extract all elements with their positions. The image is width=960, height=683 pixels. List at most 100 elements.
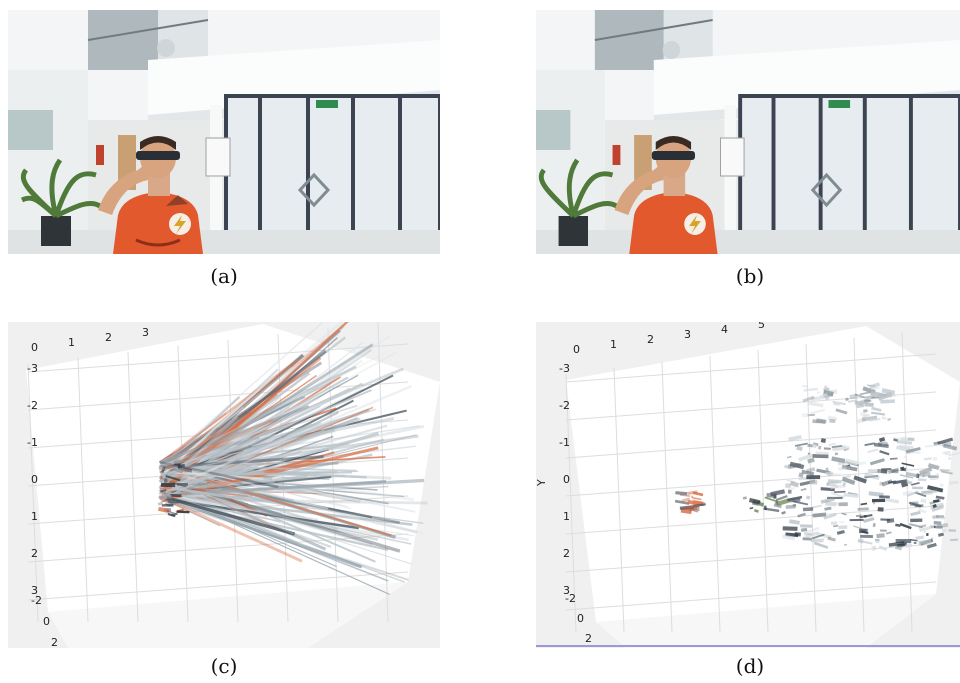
panel-b: (b) xyxy=(536,10,960,288)
grid-line xyxy=(127,351,139,623)
point-cluster xyxy=(161,466,166,471)
point-cluster xyxy=(802,395,815,403)
point-cluster xyxy=(794,442,808,447)
point-cluster xyxy=(919,525,935,533)
point-cluster xyxy=(789,519,800,525)
point-cluster xyxy=(857,507,869,511)
point-cluster xyxy=(835,408,848,415)
point-cluster xyxy=(880,529,887,532)
point-cluster xyxy=(900,481,909,488)
point-cluster xyxy=(894,544,903,551)
point-cluster xyxy=(937,437,954,445)
caption-c: (c) xyxy=(210,654,238,678)
plot_c-x-tick: 1 xyxy=(68,336,75,349)
grid-line xyxy=(77,357,89,623)
plot_d-x-tick: 0 xyxy=(573,343,580,356)
point-cluster xyxy=(913,541,917,545)
point-cluster xyxy=(763,507,780,513)
point-cluster xyxy=(939,469,950,472)
point-streak xyxy=(160,406,245,466)
photo-a xyxy=(8,10,440,254)
person xyxy=(614,136,718,254)
scene-b xyxy=(536,10,960,254)
point-cluster xyxy=(909,523,923,529)
plot-d: 0 1 2 3 4 5 -3 -2 -1 0 1 2 3 -2 0 2 Y xyxy=(536,322,960,648)
point-cluster xyxy=(774,501,778,505)
point-cluster xyxy=(830,491,845,499)
point-cluster xyxy=(902,490,913,496)
point-cluster xyxy=(876,533,885,539)
point-streak xyxy=(166,349,327,476)
point-streak xyxy=(161,370,400,474)
point-cluster xyxy=(887,480,897,484)
point-cluster xyxy=(843,493,859,498)
point-streak xyxy=(162,387,351,478)
point-cluster xyxy=(859,513,873,519)
point-cluster xyxy=(853,475,867,484)
point-cluster xyxy=(904,479,913,485)
point-cluster xyxy=(932,499,940,503)
grid-line xyxy=(565,505,937,535)
point-cluster xyxy=(921,489,938,495)
point-streak xyxy=(166,496,296,536)
point-cluster xyxy=(807,413,815,417)
plot_c-x-tick: 2 xyxy=(105,331,112,344)
point-cluster xyxy=(864,394,876,401)
plot_c-z-tick: 0 xyxy=(43,615,50,628)
point-cluster xyxy=(871,406,882,412)
point-cluster xyxy=(869,458,885,466)
point-cluster xyxy=(764,496,779,503)
plot_d-x-tick: 4 xyxy=(721,323,728,336)
point-cluster xyxy=(826,502,839,507)
point-cluster xyxy=(794,532,801,537)
point-cluster xyxy=(864,399,871,402)
point-streak xyxy=(164,415,239,485)
point-cluster xyxy=(823,447,831,450)
plot_d-z-tick: -2 xyxy=(565,592,576,605)
point-cluster xyxy=(844,543,847,546)
point-cluster xyxy=(792,500,809,506)
point-cluster xyxy=(881,468,892,471)
point-cluster xyxy=(776,498,789,507)
point-cluster xyxy=(785,483,791,488)
point-cluster xyxy=(859,390,874,396)
point-cluster xyxy=(785,504,796,510)
point-cluster xyxy=(817,538,825,541)
point-cluster xyxy=(923,530,927,534)
plot_c-y-tick: -1 xyxy=(27,436,38,449)
point-cluster xyxy=(841,512,847,516)
grid-line xyxy=(853,337,865,633)
point-cluster xyxy=(838,525,848,530)
point-cluster xyxy=(802,385,808,388)
point-cluster xyxy=(857,539,873,545)
plot-d-grid xyxy=(565,331,937,633)
point-cluster xyxy=(878,437,886,443)
point-streak xyxy=(160,434,419,476)
point-cluster xyxy=(893,438,899,442)
point-cluster xyxy=(942,451,948,455)
point-cluster xyxy=(860,412,867,416)
point-cluster xyxy=(812,444,817,449)
point-cluster xyxy=(941,470,953,475)
point-cluster xyxy=(816,532,832,540)
point-cluster xyxy=(948,529,957,532)
plot_d-y-tick: 3 xyxy=(563,584,570,597)
point-cluster xyxy=(829,418,836,423)
point-cluster xyxy=(879,450,890,456)
point-cluster xyxy=(798,453,814,462)
point-cluster xyxy=(863,409,868,413)
point-streak xyxy=(162,490,358,568)
point-cluster xyxy=(830,521,838,525)
photo-b xyxy=(536,10,960,254)
point-streak xyxy=(162,471,353,477)
panel-d: 0 1 2 3 4 5 -3 -2 -1 0 1 2 3 -2 0 2 Y (d) xyxy=(536,322,960,678)
plot_d-x-tick: 3 xyxy=(684,328,691,341)
point-cluster xyxy=(939,483,944,487)
point-cluster xyxy=(842,445,850,451)
point-cluster xyxy=(827,496,843,500)
point-cluster xyxy=(880,518,891,521)
point-cluster xyxy=(775,495,788,502)
point-cluster xyxy=(860,502,868,506)
point-cluster xyxy=(819,393,828,398)
point-cluster xyxy=(872,498,886,503)
